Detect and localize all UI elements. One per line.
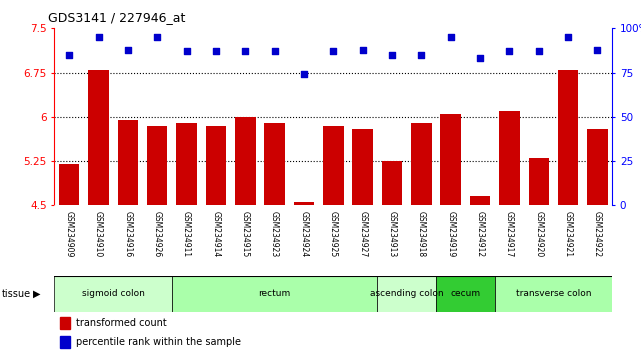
Text: GSM234920: GSM234920 [535,211,544,257]
Bar [117,120,138,205]
Bar [323,126,344,205]
Text: ascending colon: ascending colon [370,289,444,298]
Point [534,48,544,54]
Bar [176,123,197,205]
Point [64,52,74,58]
Bar [172,276,378,312]
Bar [60,336,70,348]
Point [152,34,162,40]
Bar [411,123,431,205]
Point [181,48,192,54]
Bar [59,164,79,205]
Text: GSM234918: GSM234918 [417,211,426,257]
Text: GSM234926: GSM234926 [153,211,162,257]
Bar [235,117,256,205]
Bar [88,70,109,205]
Point [299,72,309,77]
Text: GSM234913: GSM234913 [388,211,397,257]
Bar [147,126,167,205]
Bar [353,129,373,205]
Bar [470,196,490,205]
Text: ▶: ▶ [33,289,41,299]
Bar [54,276,172,312]
Bar [206,126,226,205]
Text: GSM234912: GSM234912 [476,211,485,257]
Text: GSM234911: GSM234911 [182,211,191,257]
Text: tissue: tissue [2,289,31,299]
Text: GSM234923: GSM234923 [270,211,279,257]
Text: GSM234917: GSM234917 [505,211,514,257]
Point [94,34,104,40]
Text: rectum: rectum [258,289,291,298]
Point [504,48,515,54]
Bar [436,276,495,312]
Point [416,52,426,58]
Point [269,48,279,54]
Point [240,48,251,54]
Bar [528,158,549,205]
Text: GSM234914: GSM234914 [212,211,221,257]
Text: GSM234927: GSM234927 [358,211,367,257]
Point [211,48,221,54]
Text: GSM234909: GSM234909 [65,211,74,257]
Bar [382,161,403,205]
Text: GSM234910: GSM234910 [94,211,103,257]
Text: GSM234924: GSM234924 [299,211,308,257]
Bar [558,70,578,205]
Bar [294,202,314,205]
Bar [499,111,520,205]
Text: GSM234921: GSM234921 [563,211,572,257]
Bar [264,123,285,205]
Text: transformed count: transformed count [76,318,167,327]
Text: GSM234922: GSM234922 [593,211,602,257]
Point [328,48,338,54]
Point [122,47,133,52]
Point [592,47,603,52]
Text: cecum: cecum [451,289,481,298]
Bar [587,129,608,205]
Text: transverse colon: transverse colon [516,289,591,298]
Text: GSM234915: GSM234915 [241,211,250,257]
Bar [440,114,461,205]
Bar [60,316,70,329]
Point [475,56,485,61]
Text: GSM234916: GSM234916 [123,211,132,257]
Point [387,52,397,58]
Point [563,34,573,40]
Bar [378,276,436,312]
Text: GSM234925: GSM234925 [329,211,338,257]
Point [358,47,368,52]
Text: GSM234919: GSM234919 [446,211,455,257]
Bar [495,276,612,312]
Text: percentile rank within the sample: percentile rank within the sample [76,337,240,347]
Text: GDS3141 / 227946_at: GDS3141 / 227946_at [48,11,185,24]
Text: sigmoid colon: sigmoid colon [82,289,145,298]
Point [445,34,456,40]
